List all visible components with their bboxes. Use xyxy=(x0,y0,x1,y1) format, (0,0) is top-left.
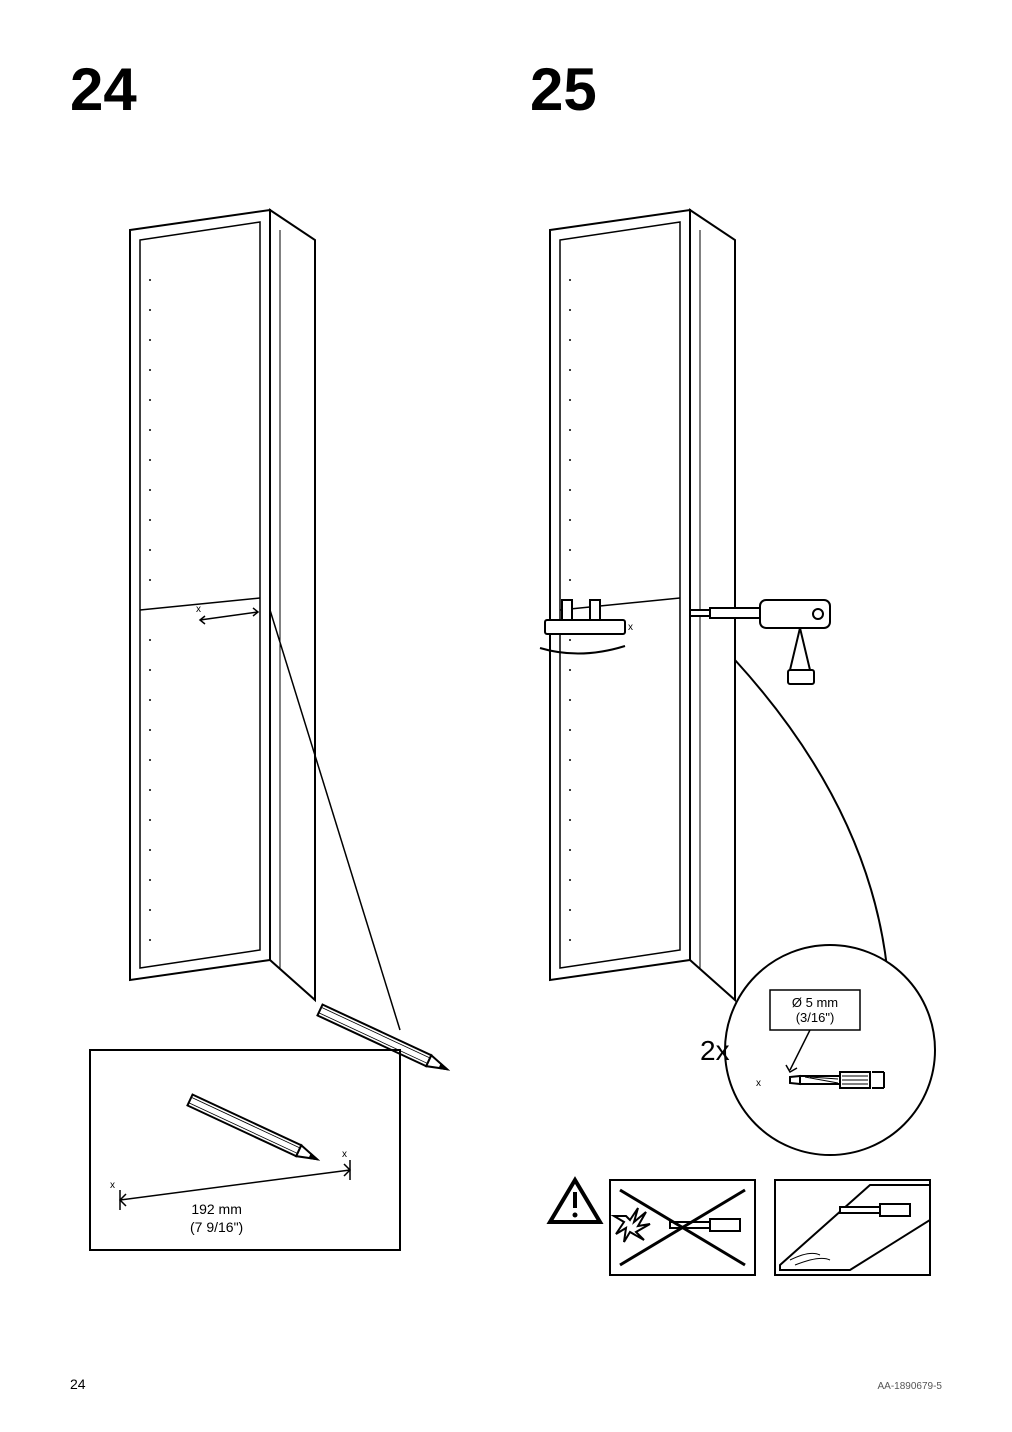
quantity-label: 2x xyxy=(700,1035,730,1067)
step-number-25: 25 xyxy=(530,55,597,124)
x-marker-measure-right: x xyxy=(342,1149,347,1160)
drill-spec: Ø 5 mm (3/16") xyxy=(775,995,855,1025)
x-marker-measure-left: x xyxy=(110,1180,115,1191)
step-25-panel: x xyxy=(530,180,950,1280)
step-number-24: 24 xyxy=(70,55,137,124)
step-25-illustration: x xyxy=(530,180,950,1280)
footer-document-code: AA-1890679-5 xyxy=(878,1381,943,1392)
measurement-value: 192 mm (7 9/16") xyxy=(190,1200,243,1236)
x-marker-bit: x xyxy=(756,1078,761,1089)
footer-page-number: 24 xyxy=(70,1376,86,1392)
x-marker-door: x xyxy=(196,604,201,615)
step-24-panel: x xyxy=(70,180,490,1280)
step-24-illustration: x xyxy=(70,180,490,1280)
x-marker-clamp: x xyxy=(628,622,633,633)
